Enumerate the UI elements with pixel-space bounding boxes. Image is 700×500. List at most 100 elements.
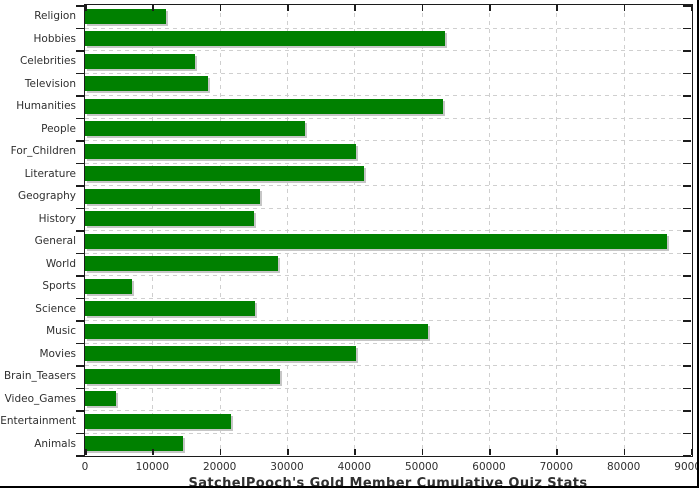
y-axis-tick — [76, 275, 84, 277]
bar-brain_teasers — [85, 368, 281, 384]
x-axis-tick — [219, 449, 222, 455]
x-axis-top-tick — [85, 5, 87, 11]
x-axis-tick-label: 70000 — [539, 461, 574, 473]
y-axis-tick — [76, 342, 84, 344]
x-axis-top-tick — [152, 5, 154, 11]
category-label-general: General — [34, 235, 76, 247]
bar-people — [85, 121, 305, 137]
gridline-horizontal — [85, 297, 691, 299]
bar-sports — [85, 278, 133, 294]
x-axis-top-tick — [489, 5, 491, 11]
category-label-music: Music — [46, 325, 76, 337]
y-axis-tick — [76, 95, 84, 97]
y-axis-right-tick — [683, 320, 691, 322]
bar-entertainment — [85, 413, 232, 429]
gridline-horizontal — [85, 320, 691, 321]
y-axis-tick — [76, 162, 84, 164]
y-axis-right-tick — [683, 207, 691, 209]
gridline-horizontal — [85, 207, 691, 209]
category-label-animals: Animals — [34, 437, 76, 450]
gridline-horizontal — [85, 117, 691, 119]
bar-geography — [85, 188, 261, 204]
y-axis-tick — [76, 455, 84, 457]
bar-video_games — [85, 391, 116, 407]
y-axis-right-tick — [683, 387, 691, 389]
chart-title: SatchelPooch's Gold Member Cumulative Qu… — [188, 476, 588, 488]
category-label-science: Science — [35, 302, 76, 315]
chart-panel: Religion Hobbies Celebrities Television Huma… — [0, 0, 699, 488]
y-axis-tick — [76, 72, 84, 74]
y-axis-right-tick — [683, 27, 691, 29]
x-axis-tick — [85, 449, 87, 455]
y-axis-tick — [76, 50, 84, 52]
y-axis-tick — [76, 207, 84, 209]
y-axis-right-tick — [683, 252, 691, 254]
x-axis-top-tick — [354, 5, 356, 11]
gridline-horizontal — [85, 230, 691, 231]
y-axis-right-tick — [683, 275, 691, 277]
x-axis-tick — [623, 449, 626, 455]
gridline-horizontal — [85, 410, 691, 411]
y-axis-right-tick — [683, 297, 691, 299]
x-axis-tick — [489, 449, 491, 455]
x-axis-top-tick — [623, 5, 626, 11]
y-axis-tick — [76, 432, 84, 434]
x-axis-tick-label: 60000 — [472, 461, 506, 473]
y-axis-tick — [76, 387, 84, 389]
x-axis-tick — [354, 449, 356, 455]
x-axis-tick-label: 50000 — [404, 461, 439, 473]
category-label-humanities: Humanities — [16, 100, 76, 112]
y-axis-tick — [76, 252, 84, 254]
gridline-horizontal — [85, 432, 691, 434]
bar-literature — [85, 166, 364, 182]
category-label-video_games: Video_Games — [4, 392, 76, 405]
category-label-television: Television — [24, 77, 76, 90]
gridline-horizontal — [85, 162, 691, 164]
gridline-horizontal — [85, 342, 691, 344]
x-axis-tick-label: 30000 — [270, 461, 304, 473]
y-axis-tick — [76, 140, 84, 142]
category-label-hobbies: Hobbies — [33, 32, 77, 45]
category-label-religion: Religion — [34, 10, 76, 22]
y-axis-right-tick — [683, 117, 691, 119]
y-axis-right-tick — [683, 365, 691, 367]
y-axis-tick — [76, 185, 84, 187]
x-axis-tick-label: 40000 — [337, 461, 372, 473]
gridline-horizontal — [85, 252, 691, 254]
x-axis-tick — [691, 449, 693, 455]
category-label-entertainment: Entertainment — [0, 415, 76, 427]
y-axis-tick — [76, 117, 84, 119]
x-axis-tick — [152, 449, 154, 455]
category-label-brain_teasers: Brain_Teasers — [3, 370, 76, 382]
bar-general — [85, 233, 667, 249]
y-axis-right-tick — [683, 432, 691, 434]
x-axis-top-tick — [421, 5, 424, 11]
bar-for_children — [85, 143, 356, 159]
y-axis-tick — [76, 365, 84, 367]
gridline-horizontal — [85, 95, 691, 96]
bar-television — [85, 76, 208, 92]
x-axis-tick-label: 10000 — [135, 461, 170, 473]
y-axis-tick — [76, 230, 84, 232]
x-axis-tick-label: 80000 — [606, 461, 641, 473]
x-axis-tick — [421, 449, 424, 455]
gridline-horizontal — [85, 387, 691, 389]
y-axis-right-tick — [683, 95, 691, 97]
bar-science — [85, 301, 255, 317]
y-axis-tick — [76, 27, 84, 29]
y-axis-right-tick — [683, 455, 691, 457]
x-axis-tick-label: 90000 — [674, 461, 697, 473]
category-label-history: History — [38, 212, 76, 225]
plot-frame — [83, 3, 693, 457]
y-axis-right-tick — [683, 230, 691, 232]
bar-world — [85, 256, 279, 272]
category-label-celebrities: Celebrities — [19, 55, 76, 67]
y-axis-right-tick — [683, 140, 691, 142]
x-axis-top-tick — [287, 5, 289, 11]
gridline-horizontal — [85, 27, 691, 29]
x-axis-top-tick — [219, 5, 222, 11]
category-label-for_children: For_Children — [10, 145, 76, 157]
bar-movies — [85, 346, 357, 362]
gridline-horizontal — [85, 72, 691, 74]
y-axis-right-tick — [683, 185, 691, 187]
